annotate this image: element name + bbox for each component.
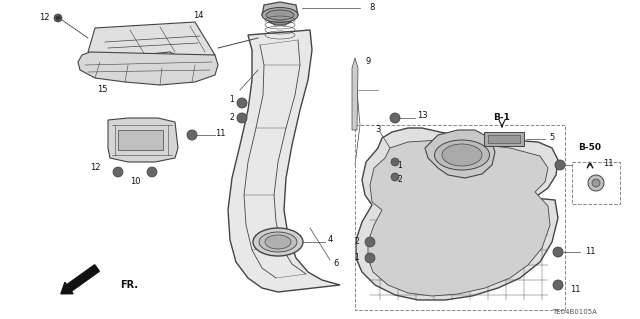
- Text: 9: 9: [365, 57, 371, 66]
- Circle shape: [56, 16, 60, 20]
- Text: 15: 15: [97, 85, 108, 94]
- Polygon shape: [108, 118, 178, 162]
- Text: 10: 10: [130, 177, 140, 187]
- Text: 5: 5: [549, 132, 555, 142]
- Text: B-1: B-1: [493, 114, 511, 122]
- Text: 11: 11: [570, 286, 580, 294]
- Ellipse shape: [442, 144, 482, 166]
- Text: 2: 2: [230, 114, 234, 122]
- Circle shape: [365, 253, 375, 263]
- Text: 3: 3: [375, 125, 381, 135]
- Circle shape: [390, 113, 400, 123]
- Circle shape: [553, 247, 563, 257]
- Ellipse shape: [253, 228, 303, 256]
- Text: 8: 8: [369, 4, 374, 12]
- Text: 2: 2: [397, 175, 403, 184]
- FancyArrow shape: [61, 265, 99, 294]
- Text: 11: 11: [603, 160, 613, 168]
- Text: 6: 6: [333, 259, 339, 269]
- Text: 12: 12: [39, 13, 49, 23]
- Text: 11: 11: [585, 248, 595, 256]
- Ellipse shape: [266, 10, 294, 20]
- Polygon shape: [228, 30, 340, 292]
- Text: 1: 1: [230, 95, 234, 105]
- Text: 4: 4: [328, 235, 333, 244]
- Circle shape: [237, 98, 247, 108]
- Text: B-50: B-50: [579, 144, 602, 152]
- Circle shape: [147, 167, 157, 177]
- Polygon shape: [262, 2, 298, 25]
- Polygon shape: [356, 128, 558, 300]
- Bar: [488, 135, 520, 143]
- Text: TE04B0105A: TE04B0105A: [552, 309, 597, 315]
- Text: 12: 12: [90, 164, 100, 173]
- Circle shape: [391, 173, 399, 181]
- Circle shape: [365, 237, 375, 247]
- Circle shape: [592, 179, 600, 187]
- Bar: [484, 132, 524, 146]
- Ellipse shape: [259, 232, 297, 252]
- Circle shape: [187, 130, 197, 140]
- Circle shape: [588, 175, 604, 191]
- Polygon shape: [352, 58, 358, 130]
- Bar: [355, 125, 565, 310]
- Text: 13: 13: [417, 112, 428, 121]
- Polygon shape: [368, 140, 550, 296]
- Circle shape: [54, 14, 62, 22]
- Text: FR.: FR.: [120, 280, 138, 290]
- Polygon shape: [78, 52, 218, 85]
- Circle shape: [113, 167, 123, 177]
- Text: 2: 2: [355, 238, 360, 247]
- Polygon shape: [425, 130, 495, 178]
- Bar: [118, 130, 163, 150]
- Ellipse shape: [435, 140, 490, 170]
- Text: 1: 1: [397, 160, 403, 169]
- Circle shape: [237, 113, 247, 123]
- Text: 1: 1: [355, 254, 360, 263]
- Text: 11: 11: [215, 129, 225, 137]
- Circle shape: [555, 160, 565, 170]
- Ellipse shape: [262, 8, 298, 23]
- Circle shape: [391, 158, 399, 166]
- Bar: [572, 162, 620, 204]
- Circle shape: [553, 280, 563, 290]
- Polygon shape: [88, 22, 215, 60]
- Text: 14: 14: [193, 11, 204, 19]
- Ellipse shape: [265, 235, 291, 249]
